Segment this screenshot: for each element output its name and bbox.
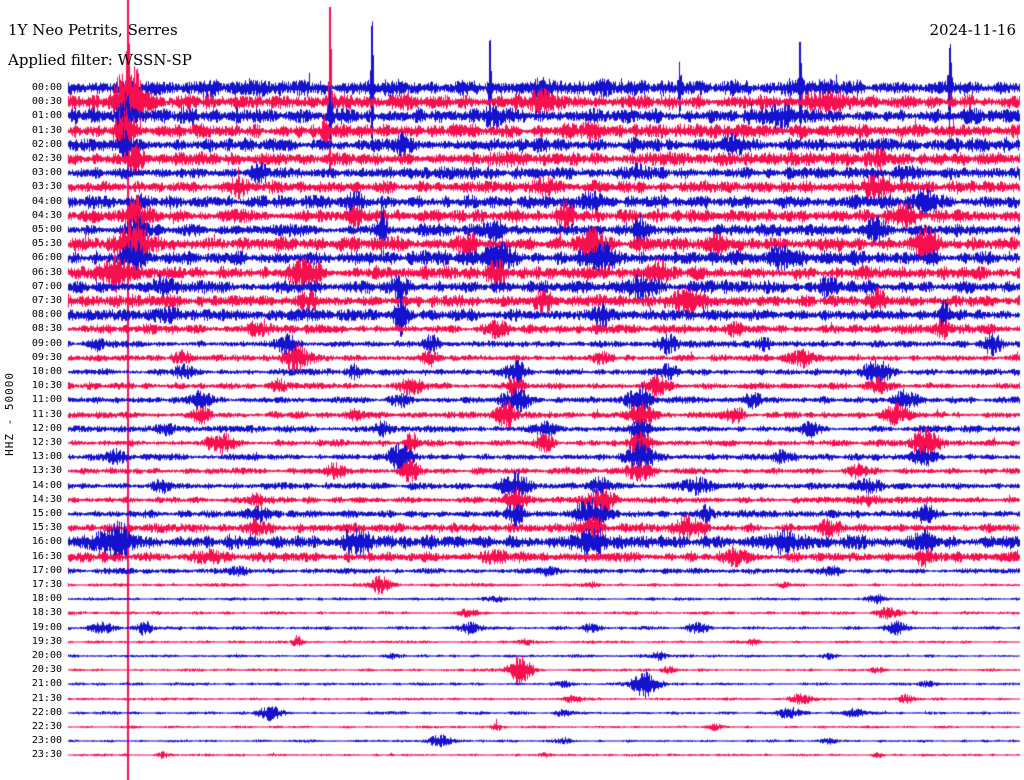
time-label: 05:30 bbox=[31, 238, 62, 249]
time-label: 14:00 bbox=[31, 480, 62, 491]
time-label: 09:30 bbox=[31, 352, 62, 363]
time-label: 07:30 bbox=[31, 295, 62, 306]
time-label: 18:30 bbox=[31, 607, 62, 618]
time-label: 22:00 bbox=[31, 707, 62, 718]
time-label: 11:00 bbox=[31, 394, 62, 405]
time-label: 15:30 bbox=[31, 522, 62, 533]
time-label: 02:30 bbox=[31, 153, 62, 164]
time-label: 05:00 bbox=[31, 224, 62, 235]
time-label: 13:30 bbox=[31, 465, 62, 476]
time-label: 15:00 bbox=[31, 508, 62, 519]
time-label: 00:30 bbox=[31, 96, 62, 107]
station-title: 1Y Neo Petrits, Serres bbox=[8, 21, 178, 39]
time-label: 00:00 bbox=[31, 82, 62, 93]
time-label: 12:00 bbox=[31, 423, 62, 434]
time-label: 10:30 bbox=[31, 380, 62, 391]
time-label: 22:30 bbox=[31, 721, 62, 732]
time-label: 11:30 bbox=[31, 409, 62, 420]
time-label: 10:00 bbox=[31, 366, 62, 377]
time-label: 23:30 bbox=[31, 749, 62, 760]
time-label: 14:30 bbox=[31, 494, 62, 505]
time-label: 06:00 bbox=[31, 252, 62, 263]
time-label: 08:00 bbox=[31, 309, 62, 320]
time-label: 08:30 bbox=[31, 323, 62, 334]
time-label: 17:30 bbox=[31, 579, 62, 590]
channel-scale-label: HHZ - 50000 bbox=[3, 372, 16, 456]
time-label: 04:30 bbox=[31, 210, 62, 221]
time-label: 21:30 bbox=[31, 693, 62, 704]
time-label: 01:30 bbox=[31, 125, 62, 136]
time-label: 06:30 bbox=[31, 267, 62, 278]
time-label: 20:00 bbox=[31, 650, 62, 661]
time-label: 03:00 bbox=[31, 167, 62, 178]
time-label: 09:00 bbox=[31, 338, 62, 349]
time-label: 21:00 bbox=[31, 678, 62, 689]
time-label: 16:30 bbox=[31, 551, 62, 562]
time-label: 01:00 bbox=[31, 110, 62, 121]
time-label: 19:00 bbox=[31, 622, 62, 633]
time-label: 23:00 bbox=[31, 735, 62, 746]
plot-date: 2024-11-16 bbox=[929, 21, 1016, 39]
time-label: 03:30 bbox=[31, 181, 62, 192]
time-label: 07:00 bbox=[31, 281, 62, 292]
time-label: 04:00 bbox=[31, 196, 62, 207]
time-label: 12:30 bbox=[31, 437, 62, 448]
time-label: 18:00 bbox=[31, 593, 62, 604]
time-label: 19:30 bbox=[31, 636, 62, 647]
time-label: 16:00 bbox=[31, 536, 62, 547]
time-label: 02:00 bbox=[31, 139, 62, 150]
time-label: 20:30 bbox=[31, 664, 62, 675]
time-label: 17:00 bbox=[31, 565, 62, 576]
filter-label: Applied filter: WSSN-SP bbox=[8, 51, 192, 69]
time-label: 13:00 bbox=[31, 451, 62, 462]
